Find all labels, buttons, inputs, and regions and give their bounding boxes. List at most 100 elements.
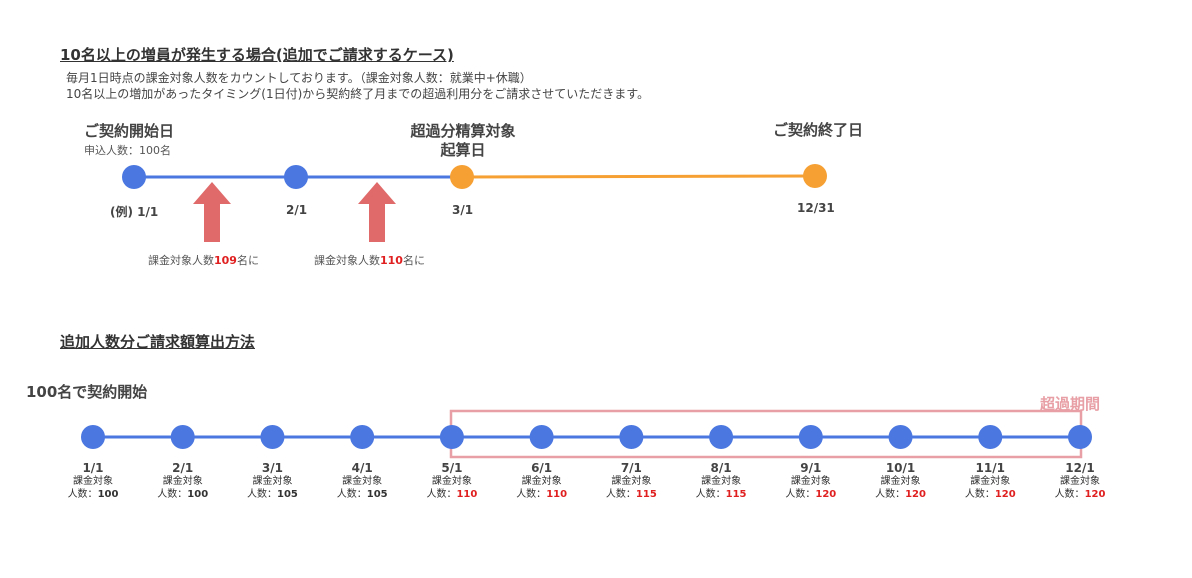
start-date-heading: ご契約開始日 [84, 122, 175, 140]
headcount-line: 人数：100 [138, 488, 228, 501]
month-column: 10/1 課金対象 人数：120 [856, 462, 946, 501]
timeline2-dot [1068, 425, 1092, 449]
date-label: 12/31 [797, 201, 835, 215]
section1-desc-line1: 毎月1日時点の課金対象人数をカウントしております。（課金対象人数：就業中+休職） [66, 71, 532, 85]
billing-target-label: 課金対象 [252, 476, 293, 487]
timeline2-dot [888, 425, 913, 449]
arrow-up-icon [358, 182, 396, 242]
month-column: 9/1 課金対象 人数：120 [766, 462, 856, 501]
month-date: 9/1 [800, 461, 822, 475]
start-application-count: 申込人数：100名 [84, 144, 171, 157]
month-date: 5/1 [441, 461, 463, 475]
month-column: 4/1 課金対象 人数：105 [317, 462, 407, 501]
billing-target-label: 課金対象 [342, 476, 383, 487]
month-date: 12/1 [1065, 461, 1095, 475]
date-label: 3/1 [452, 203, 474, 217]
month-column: 1/1 課金対象 人数：100 [48, 462, 138, 501]
timeline1-orange-line [461, 174, 816, 179]
month-column: 11/1 課金対象 人数：120 [945, 462, 1035, 501]
timeline2-dot [170, 425, 195, 449]
arrow-up-icon [193, 182, 231, 242]
arrow1-caption: 課金対象人数109名に [148, 252, 259, 268]
headcount-line: 人数：105 [227, 488, 317, 501]
billing-target-label: 課金対象 [1060, 476, 1100, 487]
section1-desc-line2: 10名以上の増加があったタイミング(1日付)から契約終了月までの超過利用分をご請… [66, 87, 650, 101]
billing-target-label: 課金対象 [880, 476, 921, 487]
contract-start-caption: 100名で契約開始 [26, 383, 148, 401]
headcount-line: 人数：110 [407, 488, 497, 501]
headcount-value: 120 [994, 489, 1016, 500]
arrow1-caption-value: 109 [214, 254, 237, 267]
arrow1-caption-suffix: 名に [236, 254, 259, 267]
headcount-value: 120 [905, 489, 926, 500]
headcount-prefix: 人数： [695, 489, 726, 500]
month-column: 3/1 課金対象 人数：105 [227, 462, 317, 501]
overage-start-heading-line1: 超過分精算対象 [410, 122, 516, 140]
arrow1-caption-prefix: 課金対象人数 [148, 254, 214, 267]
billing-target-label: 課金対象 [73, 476, 113, 487]
overage-start-heading: 超過分精算対象 起算日 [404, 122, 522, 160]
timeline1-dot-end [803, 164, 827, 188]
month-date: 4/1 [351, 461, 373, 475]
month-column: 8/1 課金対象 人数：115 [676, 462, 766, 501]
billing-target-label: 課金対象 [790, 476, 831, 487]
timeline1-dot-overage [450, 165, 474, 189]
billing-target-label: 課金対象 [701, 476, 742, 487]
timeline2-dot [798, 425, 823, 449]
timeline2-dot [978, 425, 1003, 449]
headcount-prefix: 人数： [605, 489, 636, 500]
headcount-line: 人数：110 [497, 488, 587, 501]
billing-target-label: 課金対象 [431, 476, 472, 487]
headcount-value: 120 [815, 489, 837, 500]
month-date: 2/1 [172, 461, 194, 475]
headcount-line: 人数：120 [1035, 488, 1125, 501]
headcount-value: 110 [546, 489, 568, 500]
month-date: 11/1 [975, 461, 1005, 475]
month-column: 7/1 課金対象 人数：115 [586, 462, 676, 501]
overage-start-heading-line2: 起算日 [440, 141, 486, 159]
arrow2-caption-value: 110 [380, 254, 403, 267]
date-label: 2/1 [286, 203, 308, 217]
headcount-value: 105 [277, 489, 298, 500]
month-column: 6/1 課金対象 人数：110 [497, 462, 587, 501]
headcount-prefix: 人数： [1054, 489, 1085, 500]
timeline1-dot-2 [284, 165, 308, 189]
headcount-value: 100 [187, 489, 209, 500]
headcount-line: 人数：105 [317, 488, 407, 501]
date-label: (例) 1/1 [110, 205, 159, 219]
timeline2-dots [81, 425, 1092, 449]
headcount-value: 110 [456, 489, 478, 500]
billing-target-label: 課金対象 [611, 476, 652, 487]
headcount-prefix: 人数： [426, 489, 457, 500]
headcount-value: 120 [1084, 489, 1106, 500]
timeline2-dot [529, 425, 554, 449]
timeline2-dot [709, 425, 734, 449]
end-date-heading: ご契約終了日 [773, 121, 864, 139]
timeline1-dot-start [122, 165, 146, 189]
month-date: 1/1 [82, 461, 104, 475]
headcount-value: 115 [725, 489, 747, 500]
headcount-value: 100 [97, 489, 119, 500]
billing-target-label: 課金対象 [970, 476, 1011, 487]
headcount-line: 人数：115 [586, 488, 676, 501]
headcount-prefix: 人数： [516, 489, 547, 500]
timeline2-dot [260, 425, 285, 449]
overage-period-label: 超過期間 [1040, 395, 1101, 413]
headcount-prefix: 人数： [67, 489, 98, 500]
month-column: 12/1 課金対象 人数：120 [1035, 462, 1125, 501]
arrow2-caption: 課金対象人数110名に [314, 252, 425, 268]
month-date: 10/1 [885, 461, 916, 475]
section2-title: 追加人数分ご請求額算出方法 [60, 333, 256, 351]
billing-target-label: 課金対象 [521, 476, 562, 487]
month-column: 5/1 課金対象 人数：110 [407, 462, 497, 501]
timeline2-dot [81, 425, 105, 449]
month-column: 2/1 課金対象 人数：100 [138, 462, 228, 501]
headcount-prefix: 人数： [964, 489, 995, 500]
headcount-line: 人数：120 [856, 488, 946, 501]
headcount-line: 人数：115 [676, 488, 766, 501]
headcount-line: 人数：100 [48, 488, 138, 501]
headcount-line: 人数：120 [945, 488, 1035, 501]
timeline2-dot [439, 425, 464, 449]
billing-target-label: 課金対象 [162, 476, 203, 487]
